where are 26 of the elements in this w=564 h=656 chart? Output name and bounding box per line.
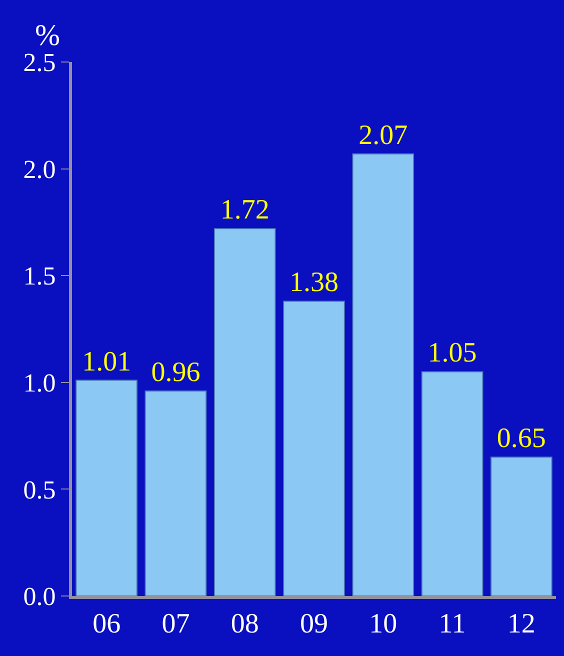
x-tick-label: 06 <box>92 608 121 640</box>
bar <box>144 390 207 596</box>
x-tick-label: 07 <box>162 608 190 640</box>
bar <box>490 456 552 596</box>
data-label: 0.65 <box>496 423 546 454</box>
bar <box>283 300 345 596</box>
y-tick-label: 0.0 <box>23 582 56 612</box>
data-label: 2.07 <box>358 120 408 151</box>
data-label: 1.01 <box>82 346 132 378</box>
x-tick-label: 12 <box>507 608 536 640</box>
y-tick-label: 0.5 <box>23 475 56 504</box>
x-tick-label: 10 <box>369 608 398 640</box>
y-tick-label: 2.0 <box>23 154 56 184</box>
x-tick-label: 11 <box>438 608 466 640</box>
data-label: 1.05 <box>428 338 477 369</box>
bar <box>352 153 414 596</box>
data-label: 0.96 <box>151 356 200 388</box>
bar <box>421 371 484 596</box>
x-tick-label: 08 <box>230 608 259 640</box>
data-label: 1.72 <box>220 194 270 226</box>
bar <box>76 380 138 596</box>
bar <box>214 228 276 596</box>
data-label: 1.38 <box>290 267 338 298</box>
y-tick-label: 1.5 <box>23 262 56 291</box>
x-tick-label: 09 <box>300 608 328 640</box>
y-tick-label: 1.0 <box>23 368 56 398</box>
